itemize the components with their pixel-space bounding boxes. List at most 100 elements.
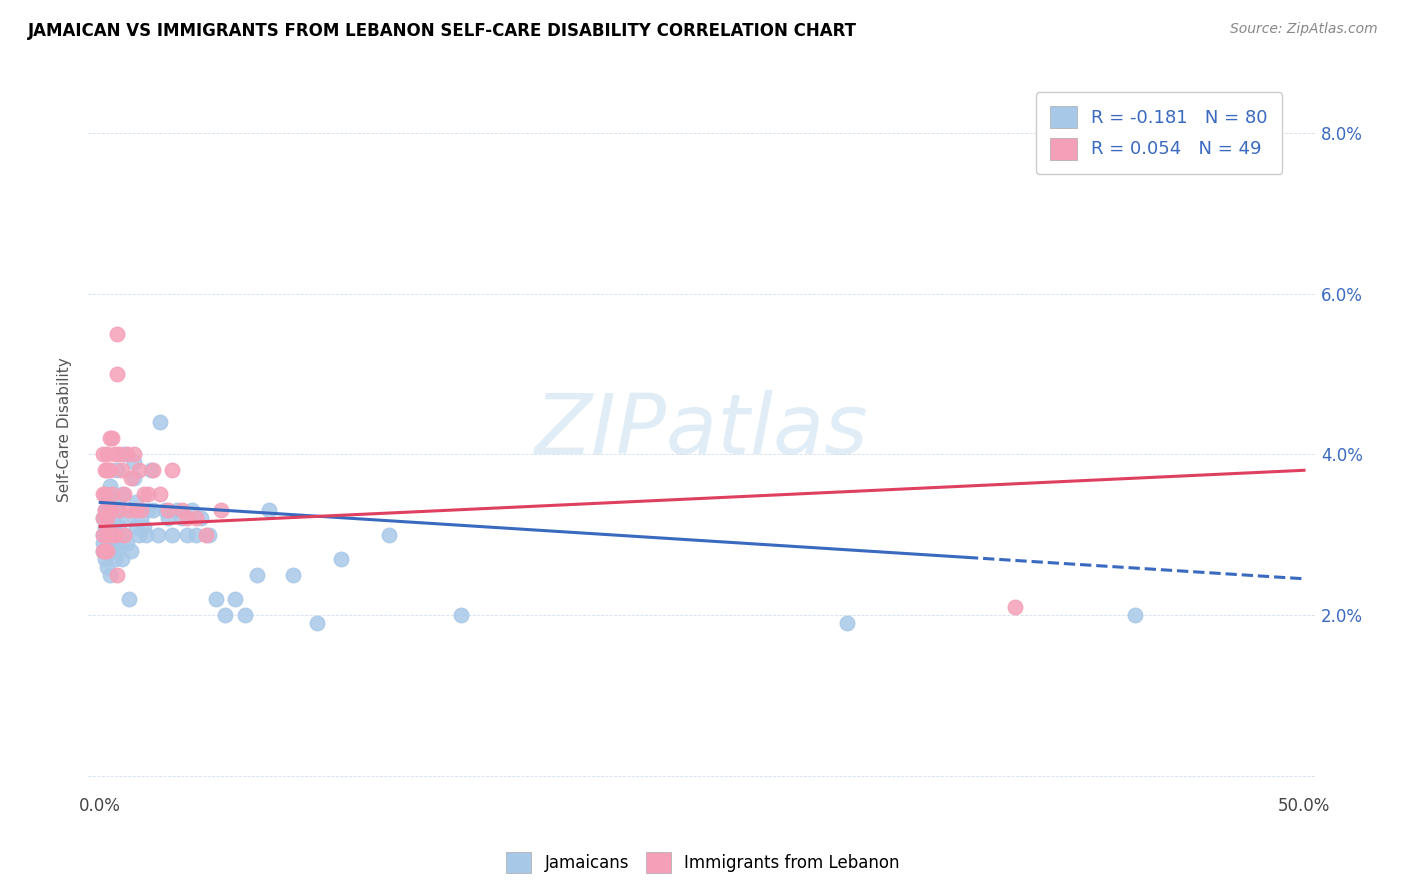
Point (94, 543, 117, 558)
Point (98, 431, 121, 445)
Point (149, 487, 172, 501)
Point (190, 511, 212, 525)
Point (105, 543, 128, 558)
Point (94, 511, 117, 525)
Point (98, 503, 121, 517)
Point (115, 535, 138, 549)
Point (121, 543, 143, 558)
Point (378, 527, 401, 541)
Point (170, 511, 193, 525)
Point (91, 527, 114, 541)
Point (329, 551, 352, 566)
Point (128, 527, 150, 541)
Y-axis label: Self-Care Disability: Self-Care Disability (58, 358, 72, 502)
Point (111, 487, 134, 501)
Point (186, 527, 208, 541)
Point (125, 503, 148, 517)
Point (180, 503, 202, 517)
Point (132, 487, 155, 501)
Point (197, 527, 219, 541)
Point (96, 463, 118, 477)
Point (129, 511, 152, 525)
Point (156, 511, 179, 525)
Point (101, 431, 124, 445)
Point (91, 447, 114, 461)
Point (835, 615, 858, 630)
Point (186, 511, 208, 525)
Point (122, 447, 145, 461)
Point (94, 543, 117, 558)
Point (91, 487, 114, 501)
Point (162, 527, 184, 541)
Point (96, 487, 118, 501)
Point (1125, 607, 1147, 622)
Point (129, 503, 152, 517)
Point (96, 447, 118, 461)
Point (111, 551, 134, 566)
Point (108, 503, 131, 517)
Point (112, 527, 135, 541)
Point (96, 559, 118, 574)
Point (166, 503, 188, 517)
Point (91, 543, 114, 558)
Point (96, 519, 118, 533)
Point (195, 527, 218, 541)
Point (132, 519, 155, 533)
Point (101, 527, 124, 541)
Point (91, 511, 114, 525)
Point (94, 527, 117, 541)
Point (112, 527, 135, 541)
Point (111, 463, 134, 477)
Point (98, 503, 121, 517)
Point (104, 551, 127, 566)
Point (204, 591, 226, 606)
Point (94, 463, 117, 477)
Point (91, 527, 114, 541)
Point (122, 471, 145, 485)
Point (138, 487, 160, 501)
Point (98, 479, 121, 493)
Point (142, 503, 165, 517)
Point (142, 463, 165, 477)
Point (170, 503, 193, 517)
Point (121, 471, 143, 485)
Point (112, 447, 135, 461)
Point (105, 527, 128, 541)
Point (224, 591, 246, 606)
Point (91, 511, 114, 525)
Point (156, 503, 179, 517)
Point (104, 519, 127, 533)
Point (1004, 599, 1026, 614)
Point (112, 487, 135, 501)
Point (139, 463, 162, 477)
Point (101, 527, 124, 541)
Text: JAMAICAN VS IMMIGRANTS FROM LEBANON SELF-CARE DISABILITY CORRELATION CHART: JAMAICAN VS IMMIGRANTS FROM LEBANON SELF… (28, 22, 858, 40)
Point (257, 503, 280, 517)
Point (108, 535, 131, 549)
Legend: Jamaicans, Immigrants from Lebanon: Jamaicans, Immigrants from Lebanon (499, 846, 907, 880)
Point (105, 326, 128, 341)
Point (108, 447, 131, 461)
Point (101, 511, 124, 525)
Point (96, 503, 118, 517)
Point (128, 463, 150, 477)
Point (153, 503, 176, 517)
Point (305, 615, 328, 630)
Point (98, 519, 121, 533)
Point (450, 607, 472, 622)
Point (98, 463, 121, 477)
Text: Source: ZipAtlas.com: Source: ZipAtlas.com (1230, 22, 1378, 37)
Point (162, 463, 184, 477)
Point (105, 367, 128, 381)
Point (138, 503, 160, 517)
Point (94, 519, 117, 533)
Point (96, 511, 118, 525)
Point (104, 535, 127, 549)
Point (125, 495, 148, 509)
Point (98, 567, 121, 582)
Point (104, 503, 127, 517)
Point (98, 535, 121, 549)
Point (125, 519, 148, 533)
Legend: R = -0.181   N = 80, R = 0.054   N = 49: R = -0.181 N = 80, R = 0.054 N = 49 (1035, 92, 1282, 174)
Point (118, 503, 141, 517)
